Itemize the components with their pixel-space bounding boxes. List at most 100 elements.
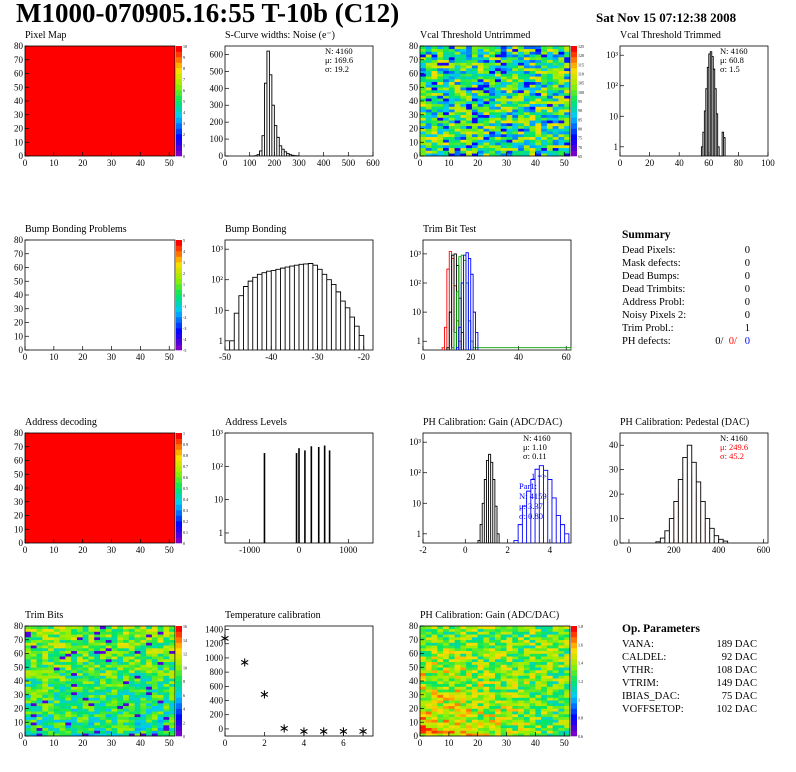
map-cell <box>42 637 49 641</box>
map-cell <box>460 703 467 707</box>
map-cell <box>25 711 32 715</box>
map-cell <box>105 650 112 654</box>
map-cell <box>460 689 467 693</box>
map-cell <box>512 634 519 638</box>
map-cell <box>53 733 60 737</box>
map-cell <box>134 659 141 663</box>
map-cell <box>71 708 78 712</box>
map-cell <box>157 664 164 668</box>
map-cell <box>483 722 490 726</box>
map-cell <box>500 57 507 61</box>
map-cell <box>546 150 553 154</box>
map-cell <box>25 661 32 665</box>
map-cell <box>564 57 571 61</box>
map-cell <box>500 128 507 132</box>
op-parameters-rows: VANA: 189 DAC CALDEL: 92 DAC VTHR: 108 DAC VTR… <box>622 638 757 716</box>
map-cell <box>558 719 565 723</box>
map-cell <box>523 95 530 99</box>
map-cell <box>100 639 107 643</box>
map-cell <box>42 711 49 715</box>
map-cell <box>518 128 525 132</box>
map-cell <box>512 725 519 729</box>
map-cell <box>489 101 496 105</box>
map-cell <box>471 68 478 72</box>
palette-cell <box>176 62 182 69</box>
map-cell <box>541 672 548 676</box>
map-cell <box>151 697 158 701</box>
map-cell <box>425 628 432 632</box>
map-cell <box>541 125 548 129</box>
map-cell <box>535 659 542 663</box>
map-cell <box>460 678 467 682</box>
palette-cell <box>176 697 182 704</box>
map-cell <box>518 142 525 146</box>
map-cell <box>431 711 438 715</box>
map-cell <box>523 727 530 731</box>
map-cell <box>128 664 135 668</box>
map-cell <box>443 714 450 718</box>
map-cell <box>431 642 438 646</box>
map-cell <box>495 128 502 132</box>
map-cell <box>30 672 37 676</box>
map-cell <box>420 59 427 63</box>
map-cell <box>541 84 548 88</box>
map-cell <box>541 681 548 685</box>
map-cell <box>541 642 548 646</box>
map-cell <box>140 634 147 638</box>
map-cell <box>512 87 519 91</box>
map-cell <box>558 694 565 698</box>
map-cell <box>425 131 432 135</box>
map-cell <box>425 145 432 149</box>
map-cell <box>466 68 473 72</box>
map-cell <box>466 62 473 66</box>
map-cell <box>466 700 473 704</box>
map-cell <box>163 681 170 685</box>
map-cell <box>471 128 478 132</box>
map-cell <box>483 730 490 734</box>
map-cell <box>82 678 89 682</box>
map-cell <box>512 51 519 55</box>
map-cell <box>82 675 89 679</box>
map-cell <box>454 719 461 723</box>
x-tick-label: 20 <box>78 158 88 168</box>
map-cell <box>88 631 95 635</box>
map-cell <box>495 70 502 74</box>
map-cell <box>471 103 478 107</box>
map-cell <box>111 686 118 690</box>
summary-row: Noisy Pixels 2: 0 <box>622 309 750 322</box>
y-tick-label: 300 <box>210 100 224 110</box>
map-cell <box>483 634 490 638</box>
map-cell <box>88 667 95 671</box>
map-cell <box>523 694 530 698</box>
map-cell <box>552 711 559 715</box>
map-cell <box>48 730 55 734</box>
map-cell <box>53 722 60 726</box>
map-cell <box>111 683 118 687</box>
map-cell <box>425 136 432 140</box>
map-cell <box>431 670 438 674</box>
map-cell <box>94 648 101 652</box>
map-cell <box>483 708 490 712</box>
map-cell <box>105 653 112 657</box>
palette-cell <box>176 631 182 638</box>
map-cell <box>495 109 502 113</box>
map-cell <box>76 733 83 737</box>
map-cell <box>477 730 484 734</box>
map-cell <box>82 634 89 638</box>
map-cell <box>558 65 565 69</box>
map-cell <box>431 112 438 116</box>
map-cell <box>512 667 519 671</box>
map-cell <box>140 700 147 704</box>
map-cell <box>489 722 496 726</box>
map-cell <box>523 626 530 630</box>
map-cell <box>460 90 467 94</box>
map-cell <box>546 722 553 726</box>
map-cell <box>431 153 438 157</box>
map-cell <box>495 98 502 102</box>
map-cell <box>552 147 559 151</box>
map-cell <box>151 686 158 690</box>
map-cell <box>558 106 565 110</box>
y-tick-label: 500 <box>210 66 224 76</box>
op-parameters-heading: Op. Parameters <box>622 623 700 635</box>
map-cell <box>448 62 455 66</box>
